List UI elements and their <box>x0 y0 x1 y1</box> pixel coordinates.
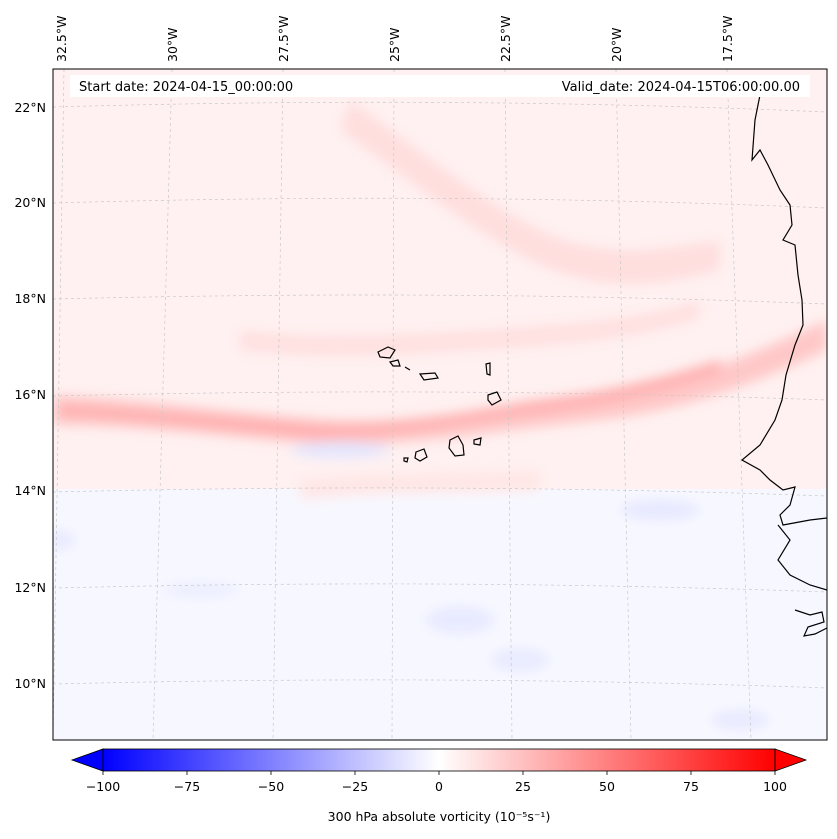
colorbar-ticks: −100 −75 −50 −25 0 25 50 75 100 <box>86 771 787 794</box>
colorbar-label: 300 hPa absolute vorticity (10⁻⁵s⁻¹) <box>328 809 551 824</box>
annotation-box <box>70 75 810 97</box>
latitude-labels: 22°N 20°N 18°N 16°N 14°N 12°N 10°N <box>14 100 46 691</box>
lon-label-20w: 20°W <box>609 27 624 62</box>
colorbar-gradient <box>103 749 775 771</box>
colorbar-tick-label: 25 <box>515 779 531 794</box>
longitude-labels: 32.5°W 30°W 27.5°W 25°W 22.5°W 20°W 17.5… <box>54 16 735 62</box>
colorbar-tick-label: 50 <box>599 779 615 794</box>
lat-label-22n: 22°N <box>14 100 46 115</box>
lon-label-30w: 30°W <box>165 27 180 62</box>
colorbar-extend-max <box>774 748 808 772</box>
valid-date-label: Valid_date: 2024-04-15T06:00:00.00 <box>562 80 800 95</box>
lat-label-10n: 10°N <box>14 676 46 691</box>
lon-label-22-5w: 22.5°W <box>498 16 513 62</box>
colorbar-tick-label: −25 <box>342 779 368 794</box>
coastline <box>740 94 827 637</box>
lat-label-14n: 14°N <box>14 483 46 498</box>
colorbar-extend-min <box>70 748 104 772</box>
colorbar-tick-label: −100 <box>86 779 120 794</box>
colorbar-tick-label: 75 <box>683 779 699 794</box>
cape-verde-islands <box>377 346 502 463</box>
start-date-label: Start date: 2024-04-15_00:00:00 <box>79 80 293 95</box>
lon-label-17-5w: 17.5°W <box>720 16 735 62</box>
vorticity-field <box>53 69 827 740</box>
lat-label-20n: 20°N <box>14 195 46 210</box>
colorbar-tick-label: 100 <box>763 779 787 794</box>
colorbar-tick-label: −75 <box>174 779 200 794</box>
lon-label-32-5w: 32.5°W <box>54 16 69 62</box>
colorbar-tick-label: 0 <box>435 779 443 794</box>
lat-label-18n: 18°N <box>14 291 46 306</box>
lon-label-25w: 25°W <box>387 27 402 62</box>
lat-label-16n: 16°N <box>14 387 46 402</box>
gridlines <box>53 69 827 740</box>
colorbar-tick-label: −50 <box>258 779 284 794</box>
map-frame <box>52 68 828 741</box>
lon-label-27-5w: 27.5°W <box>276 16 291 62</box>
lat-label-12n: 12°N <box>14 580 46 595</box>
map-panel: Start date: 2024-04-15_00:00:00 Valid_da… <box>52 68 828 741</box>
colorbar: −100 −75 −50 −25 0 25 50 75 100 300 hPa absolute… <box>70 748 808 824</box>
